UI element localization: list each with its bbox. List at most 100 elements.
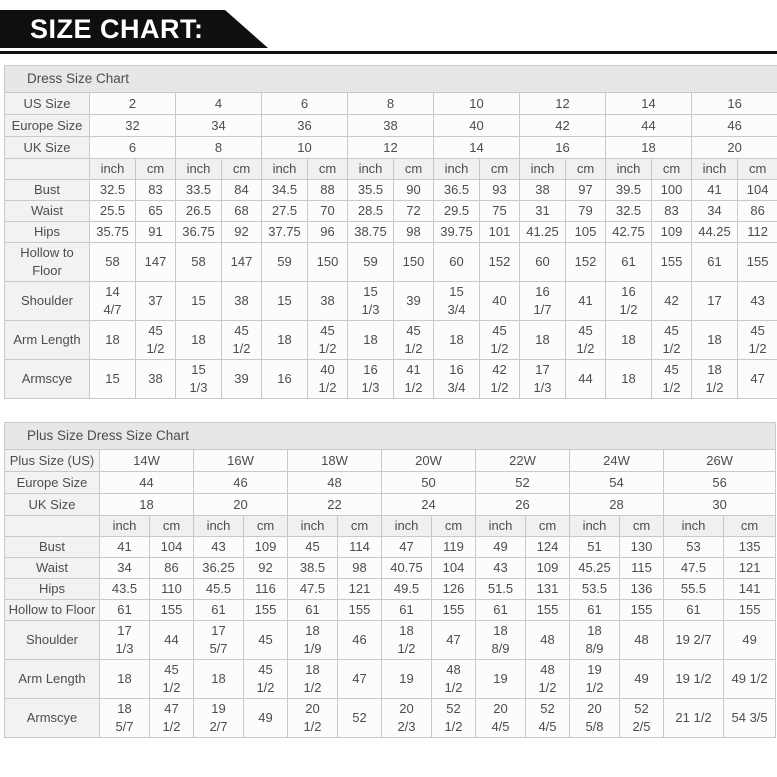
measure-value-cm: 46 [337, 620, 382, 660]
measure-value-inch: 20 2/3 [381, 698, 432, 738]
measurement-label: Hollow to Floor [4, 599, 100, 621]
measure-value-inch: 40.75 [381, 557, 432, 579]
unit-inch-label: inch [475, 515, 526, 537]
measure-value-cm: 96 [307, 221, 348, 243]
size-value: 18W [287, 449, 382, 472]
measure-value-cm: 115 [619, 557, 664, 579]
measure-value-inch: 33.5 [175, 179, 222, 201]
measure-value-cm: 45 1/2 [651, 359, 692, 399]
measure-value-cm: 68 [221, 200, 262, 222]
measure-value-cm: 86 [736, 200, 777, 222]
table-title-row: Plus Size Dress Size Chart [3, 422, 777, 450]
measure-value-cm: 42 1/2 [479, 359, 520, 399]
measure-value-inch: 58 [89, 242, 136, 282]
measure-value-inch: 19 2/7 [663, 620, 724, 660]
measure-value-inch: 15 [89, 359, 136, 399]
size-row: Plus Size (US) 14W 16W 18W 20W 22W 24W 26W [4, 449, 777, 472]
measure-value-cm: 44 [565, 359, 606, 399]
measure-value-inch: 45 [287, 536, 338, 558]
table-title: Dress Size Chart [3, 65, 777, 93]
measure-value-cm: 150 [393, 242, 434, 282]
measure-value-cm: 38 [307, 281, 348, 321]
measure-value-cm: 110 [149, 578, 194, 600]
measure-value-inch: 61 [663, 599, 724, 621]
measure-value-inch: 34 [691, 200, 738, 222]
measure-value-cm: 45 1/2 [307, 320, 348, 360]
unit-cm-label: cm [619, 515, 664, 537]
measure-value-inch: 18 1/9 [287, 620, 338, 660]
measure-value-cm: 45 1/2 [479, 320, 520, 360]
size-value: 10 [261, 136, 348, 159]
measure-value-cm: 47 [337, 659, 382, 699]
measure-value-inch: 61 [605, 242, 652, 282]
measure-value-inch: 61 [569, 599, 620, 621]
measure-value-cm: 45 1/2 [149, 659, 194, 699]
measure-value-cm: 112 [736, 221, 777, 243]
size-value: 34 [175, 114, 262, 137]
measure-value-cm: 121 [337, 578, 382, 600]
measure-value-cm: 41 [565, 281, 606, 321]
measurement-row: Armscye 18 5/7 47 1/2 19 2/7 49 20 1/2 52 20 2/… [4, 698, 777, 738]
measurement-label: Waist [4, 200, 90, 222]
measure-value-inch: 32.5 [89, 179, 136, 201]
dress-size-chart-table: Dress Size Chart US Size 2 4 6 8 10 12 14 16 Europ… [3, 65, 777, 399]
measure-value-cm: 147 [221, 242, 262, 282]
measure-value-cm: 101 [479, 221, 520, 243]
unit-cm-label: cm [525, 515, 570, 537]
measure-value-cm: 49 [619, 659, 664, 699]
measure-value-cm: 39 [393, 281, 434, 321]
unit-cm-label: cm [431, 515, 476, 537]
size-value: 20W [381, 449, 476, 472]
measure-value-cm: 79 [565, 200, 606, 222]
measure-value-inch: 39.75 [433, 221, 480, 243]
size-row: UK Size 18 20 22 24 26 28 30 [4, 493, 777, 516]
measure-value-cm: 40 1/2 [307, 359, 348, 399]
measure-value-inch: 18 [175, 320, 222, 360]
measure-value-cm: 104 [736, 179, 777, 201]
measure-value-cm: 91 [135, 221, 176, 243]
measure-value-inch: 18 [605, 320, 652, 360]
measure-value-cm: 45 [243, 620, 288, 660]
size-row-label: UK Size [4, 136, 90, 159]
measurement-label: Hips [4, 221, 90, 243]
measure-value-inch: 20 4/5 [475, 698, 526, 738]
measure-value-inch: 35.75 [89, 221, 136, 243]
measure-value-inch: 16 [261, 359, 308, 399]
measure-value-cm: 92 [221, 221, 262, 243]
measurement-label: Shoulder [4, 620, 100, 660]
unit-cm-label: cm [479, 158, 520, 180]
measure-value-inch: 61 [691, 242, 738, 282]
measure-value-inch: 61 [475, 599, 526, 621]
measure-value-inch: 16 3/4 [433, 359, 480, 399]
unit-cm-label: cm [722, 515, 777, 537]
measure-value-inch: 61 [381, 599, 432, 621]
measure-value-inch: 20 5/8 [569, 698, 620, 738]
banner-ribbon: SIZE CHART: [0, 10, 268, 48]
measure-value-cm: 84 [221, 179, 262, 201]
measure-value-cm: 45 1/2 [221, 320, 262, 360]
measure-value-inch: 43 [193, 536, 244, 558]
measure-value-inch: 41.25 [519, 221, 566, 243]
measure-value-cm: 44 [149, 620, 194, 660]
unit-inch-label: inch [519, 158, 566, 180]
size-row-label: Europe Size [4, 114, 90, 137]
measure-value-cm: 86 [149, 557, 194, 579]
table-title: Plus Size Dress Size Chart [3, 422, 777, 450]
measure-value-cm: 40 [479, 281, 520, 321]
size-row: US Size 2 4 6 8 10 12 14 16 [4, 92, 777, 115]
measure-value-inch: 38.5 [287, 557, 338, 579]
measure-value-inch: 18 1/2 [691, 359, 738, 399]
unit-inch-label: inch [433, 158, 480, 180]
size-value: 4 [175, 92, 262, 115]
measure-value-cm: 48 1/2 [431, 659, 476, 699]
size-value: 24W [569, 449, 664, 472]
measure-value-inch: 47.5 [663, 557, 724, 579]
size-value: 12 [519, 92, 606, 115]
measure-value-inch: 25.5 [89, 200, 136, 222]
measurement-row: Bust 41 104 43 109 45 114 47 119 49 124 51 130 53 135 [4, 536, 777, 558]
measure-value-cm: 126 [431, 578, 476, 600]
measure-value-cm: 75 [479, 200, 520, 222]
unit-row: inch cm inch cm inch cm inch cm inch cm inch cm inch… [4, 158, 777, 180]
size-value: 30 [662, 493, 777, 516]
measure-value-inch: 47 [381, 536, 432, 558]
